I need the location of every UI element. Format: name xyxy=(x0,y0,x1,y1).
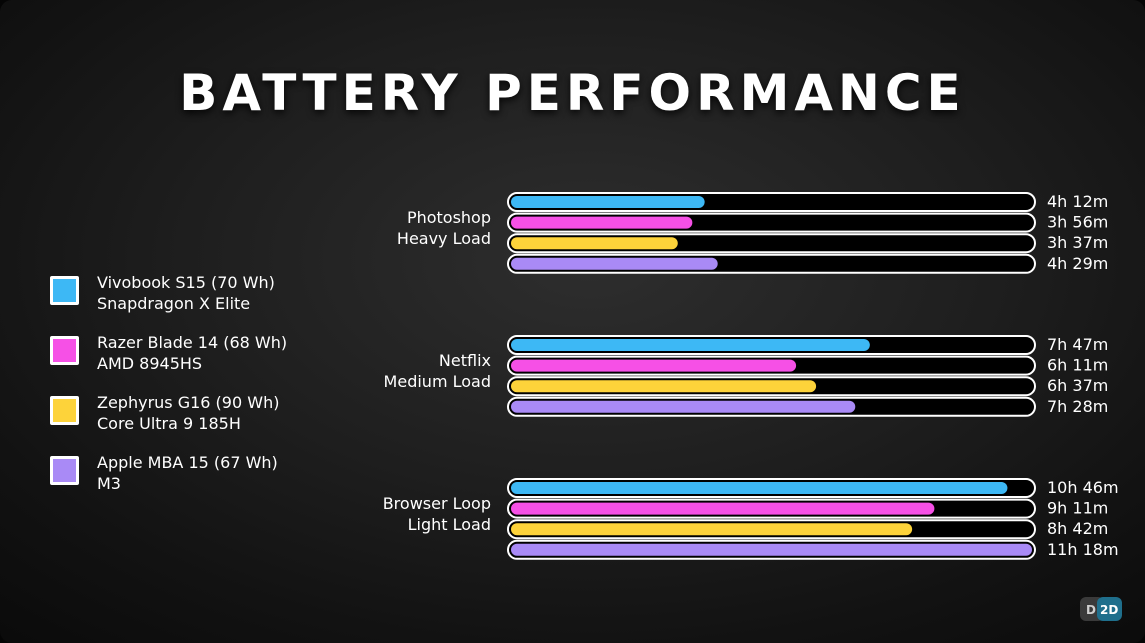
bar-browser-loop-zephyrus xyxy=(511,523,913,536)
value-label-browser-loop-vivobook: 10h 46m xyxy=(1047,478,1119,497)
bar-browser-loop-vivobook xyxy=(511,482,1008,494)
legend-item-zephyrus: Zephyrus G16 (90 Wh) Core Ultra 9 185H xyxy=(50,392,360,452)
bar-browser-loop-apple xyxy=(511,543,1032,556)
legend-name-razer: Razer Blade 14 (68 Wh) xyxy=(97,333,288,352)
legend-swatch-vivobook xyxy=(50,276,79,305)
value-label-netflix-razer: 6h 11m xyxy=(1047,356,1108,375)
legend-subtitle-razer: AMD 8945HS xyxy=(97,354,203,373)
legend-swatch-razer xyxy=(50,336,79,365)
legend-name-zephyrus: Zephyrus G16 (90 Wh) xyxy=(97,393,280,412)
category-label-netflix-2: Medium Load xyxy=(384,372,491,391)
value-label-browser-loop-razer: 9h 11m xyxy=(1047,499,1108,518)
value-label-netflix-vivobook: 7h 47m xyxy=(1047,335,1108,354)
legend-item-vivobook: Vivobook S15 (70 Wh) Snapdragon X Elite xyxy=(50,272,360,332)
value-label-photoshop-vivobook: 4h 12m xyxy=(1047,192,1108,211)
value-label-photoshop-apple: 4h 29m xyxy=(1047,254,1108,273)
bar-netflix-apple xyxy=(511,400,856,413)
bar-photoshop-vivobook xyxy=(511,196,705,208)
d2d-logo-icon: D 2D xyxy=(1080,597,1122,621)
category-label-photoshop-2: Heavy Load xyxy=(397,229,491,248)
legend-swatch-zephyrus xyxy=(50,396,79,425)
value-label-netflix-apple: 7h 28m xyxy=(1047,397,1108,416)
legend-swatch-apple xyxy=(50,456,79,485)
category-label-netflix-1: Netflix xyxy=(439,351,491,370)
value-label-photoshop-razer: 3h 56m xyxy=(1047,213,1108,232)
category-label-photoshop-1: Photoshop xyxy=(407,208,491,227)
category-label-browser-loop-2: Light Load xyxy=(408,515,491,534)
bar-photoshop-apple xyxy=(511,257,718,270)
legend-item-razer: Razer Blade 14 (68 Wh) AMD 8945HS xyxy=(50,332,360,392)
category-label-browser-loop-1: Browser Loop xyxy=(383,494,491,513)
value-label-netflix-zephyrus: 6h 37m xyxy=(1047,376,1108,395)
bar-photoshop-razer xyxy=(511,216,693,229)
bar-photoshop-zephyrus xyxy=(511,237,678,250)
bar-netflix-zephyrus xyxy=(511,380,817,393)
value-label-photoshop-zephyrus: 3h 37m xyxy=(1047,233,1108,252)
logo-right-text: 2D xyxy=(1100,603,1118,617)
chart-title: BATTERY PERFORMANCE xyxy=(179,64,966,122)
bar-netflix-razer xyxy=(511,359,797,372)
bar-netflix-vivobook xyxy=(511,339,870,351)
legend: Vivobook S15 (70 Wh) Snapdragon X Elite … xyxy=(50,272,360,512)
value-label-browser-loop-apple: 11h 18m xyxy=(1047,540,1119,559)
legend-subtitle-vivobook: Snapdragon X Elite xyxy=(97,294,251,313)
legend-name-apple: Apple MBA 15 (67 Wh) xyxy=(97,453,278,472)
value-label-browser-loop-zephyrus: 8h 42m xyxy=(1047,519,1108,538)
legend-item-apple: Apple MBA 15 (67 Wh) M3 xyxy=(50,452,360,512)
legend-subtitle-zephyrus: Core Ultra 9 185H xyxy=(97,414,241,433)
legend-name-vivobook: Vivobook S15 (70 Wh) xyxy=(97,273,275,292)
legend-subtitle-apple: M3 xyxy=(97,474,121,493)
bar-browser-loop-razer xyxy=(511,502,935,515)
logo-left-text: D xyxy=(1086,603,1096,617)
